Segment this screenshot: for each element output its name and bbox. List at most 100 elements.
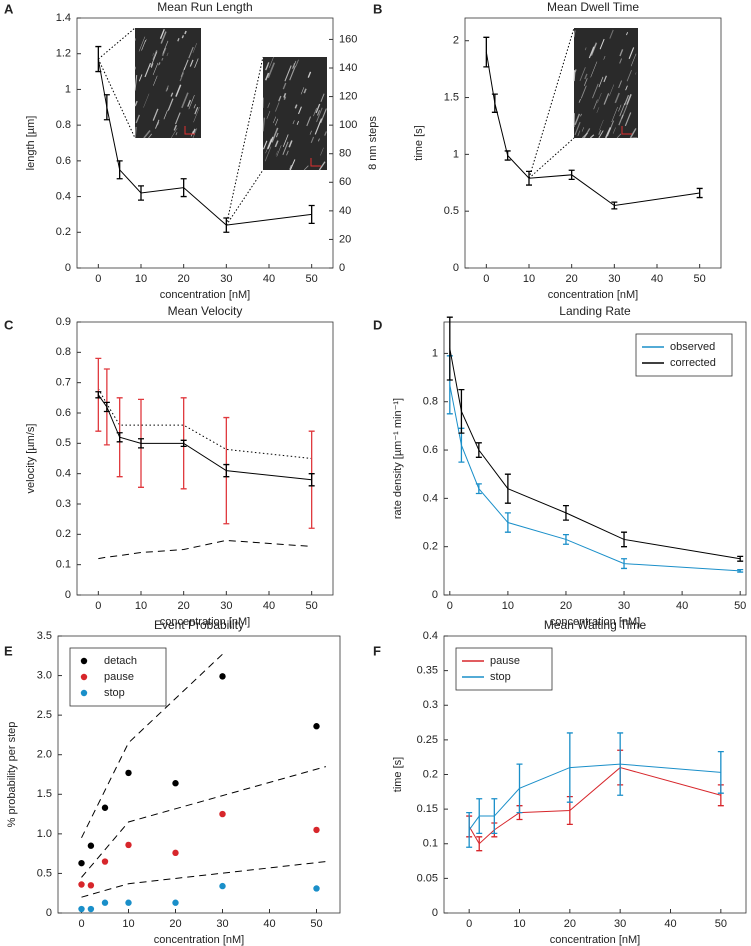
y-tick-label: 1	[432, 347, 438, 359]
inset-streak	[167, 98, 174, 111]
x-tick-label: 40	[263, 273, 275, 285]
inset-streak	[152, 62, 159, 76]
x-axis-label: concentration [nM]	[154, 934, 245, 946]
y-tick-label: 0.9	[56, 316, 71, 328]
error-bar	[504, 512, 511, 533]
data-point	[219, 810, 226, 818]
x-tick-label: 30	[618, 600, 630, 612]
inset-streak	[175, 132, 178, 136]
panel-letter: C	[4, 317, 14, 332]
error-bar	[446, 316, 453, 381]
inset-streak	[292, 60, 297, 69]
inset-streak	[618, 80, 623, 89]
inset-streak	[574, 69, 577, 73]
inset-streak	[286, 150, 289, 156]
y-tick-label: 1.4	[56, 12, 71, 24]
y-tick-label: 2	[453, 35, 459, 47]
chart-panel: B Mean Dwell Time concentration [nM] time […	[373, 0, 722, 301]
inset-streak	[267, 62, 276, 79]
data-point	[172, 849, 179, 857]
inset-image	[574, 28, 638, 138]
inset-streak	[262, 117, 266, 132]
error-bar	[516, 763, 523, 814]
panel-letter: D	[373, 317, 382, 332]
inset-streak	[138, 36, 146, 52]
inset-streak	[150, 63, 154, 69]
legend-box	[455, 647, 553, 691]
inset-streak	[589, 134, 595, 139]
inset-connector	[528, 137, 575, 179]
inset-streak	[573, 70, 576, 82]
x-tick-label: 20	[178, 600, 190, 612]
error-bar	[138, 185, 144, 201]
inset-streak	[584, 47, 587, 51]
inset-streak	[296, 120, 300, 125]
inset-streak	[152, 50, 158, 61]
inset-streak	[584, 73, 588, 80]
inset-connector	[98, 27, 136, 60]
y-tick-label: 0	[432, 907, 438, 919]
x-tick-label: 10	[135, 600, 147, 612]
data-point	[87, 905, 95, 913]
legend-label: pause	[104, 671, 134, 683]
inset-streak	[289, 65, 296, 81]
inset-streak	[599, 119, 604, 131]
y-axis-label: velocity [µm/s]	[25, 424, 37, 494]
inset-streak	[275, 150, 278, 156]
y-tick-label: 0.2	[423, 541, 438, 553]
error-bar	[180, 439, 187, 448]
inset-streak	[310, 136, 315, 144]
y-tick-label: 0.3	[423, 699, 438, 711]
inset-streak	[143, 130, 151, 139]
inset-streak	[598, 76, 604, 88]
inset-streak	[597, 92, 602, 103]
inset-streak	[275, 132, 279, 138]
error-bar	[103, 94, 110, 121]
inset-streak	[188, 46, 194, 59]
x-tick-label: 30	[614, 918, 626, 930]
y-tick-label: 0.5	[444, 205, 459, 217]
x-tick-label: 10	[513, 918, 525, 930]
inset-streak	[609, 84, 615, 97]
y-tick-label: 0.1	[423, 838, 438, 850]
y-tick-label: 0.8	[56, 346, 71, 358]
legend-label: pause	[490, 655, 520, 667]
error-bar	[466, 811, 473, 848]
y-tick-label: 1.5	[37, 788, 52, 800]
chart-title: Mean Velocity	[168, 304, 243, 318]
error-bar	[483, 36, 490, 68]
error-bar	[223, 463, 230, 478]
inset-streak	[271, 127, 279, 143]
plot-frame	[464, 17, 722, 269]
inset-streak	[153, 75, 158, 86]
data-point	[87, 842, 95, 849]
inset-streak	[320, 147, 324, 156]
data-point	[313, 826, 320, 834]
inset-streak	[175, 84, 182, 97]
inset-streak	[579, 67, 586, 82]
data-point	[101, 804, 109, 811]
inset-streak	[170, 92, 174, 97]
plot-frame	[57, 635, 341, 914]
inset-streak	[316, 109, 321, 116]
inset-streak	[294, 104, 298, 109]
inset-streak	[266, 138, 273, 150]
inset-streak	[598, 130, 604, 139]
y-tick-label: 0.4	[423, 492, 438, 504]
inset-streak	[188, 95, 195, 110]
panel-letter: B	[373, 1, 382, 16]
inset-streak	[141, 39, 147, 51]
inset-streak	[150, 51, 158, 68]
inset-scale-bar	[184, 126, 195, 135]
inset-streak	[621, 105, 628, 119]
plot-frame	[76, 17, 334, 269]
inset-streak	[626, 32, 629, 36]
series-line	[468, 767, 721, 845]
inset-streak	[194, 106, 199, 115]
error-bar	[308, 473, 315, 487]
inset-streak	[181, 35, 185, 39]
inset-streak	[630, 53, 637, 67]
y-tick-label: 0.7	[56, 377, 71, 389]
